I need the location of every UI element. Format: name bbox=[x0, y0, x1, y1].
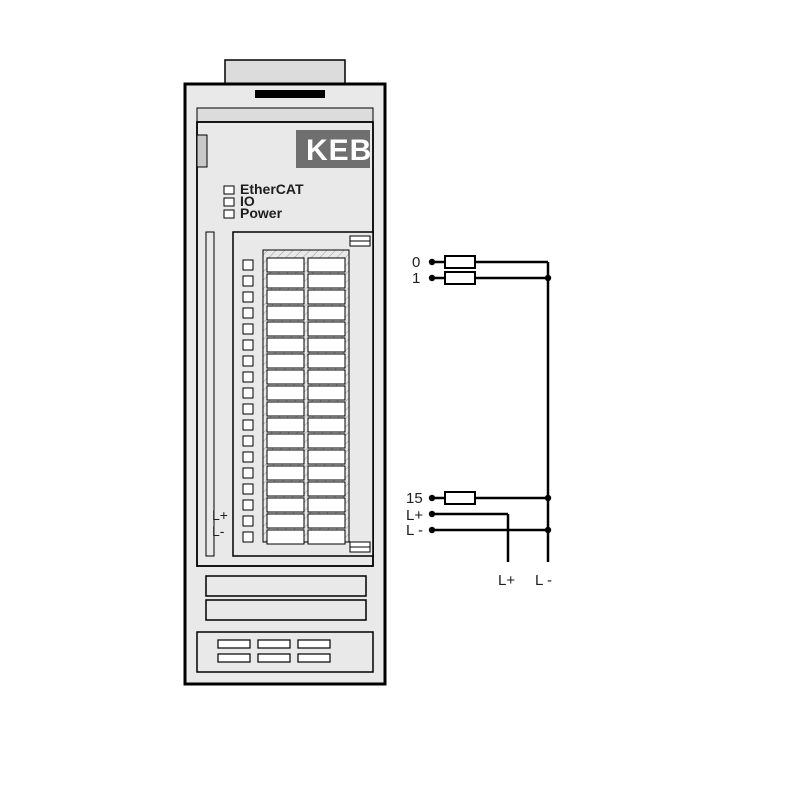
lower-panel-2 bbox=[206, 600, 366, 620]
terminal-cell bbox=[308, 402, 345, 416]
module-label-lplus: L+ bbox=[212, 507, 228, 523]
terminal-cell bbox=[267, 466, 304, 480]
terminal-led bbox=[243, 388, 253, 398]
wire-label-1: 1 bbox=[412, 270, 420, 287]
terminal-cell bbox=[308, 434, 345, 448]
terminal-led bbox=[243, 436, 253, 446]
wire-bottom-lp: L+ bbox=[498, 572, 515, 589]
terminal-cell bbox=[308, 418, 345, 432]
terminal-cell bbox=[308, 258, 345, 272]
terminal-cell bbox=[308, 450, 345, 464]
module-top-inset bbox=[197, 108, 373, 122]
terminal-cell bbox=[267, 450, 304, 464]
terminal-led bbox=[243, 404, 253, 414]
terminal-cell bbox=[308, 514, 345, 528]
terminal-cell bbox=[308, 338, 345, 352]
fuse-0 bbox=[435, 256, 548, 268]
terminal-connector-top bbox=[350, 236, 370, 246]
module-label-lminus: L- bbox=[212, 523, 225, 539]
bottom-slot bbox=[218, 640, 250, 648]
terminal-cell bbox=[267, 530, 304, 544]
module-top-tab bbox=[225, 60, 345, 84]
terminal-cell bbox=[308, 386, 345, 400]
module-top-accent bbox=[255, 90, 325, 98]
terminal-cell bbox=[267, 338, 304, 352]
terminal-led bbox=[243, 308, 253, 318]
terminal-cell bbox=[308, 482, 345, 496]
terminal-cell bbox=[308, 322, 345, 336]
terminal-cell bbox=[308, 354, 345, 368]
terminal-cell bbox=[267, 322, 304, 336]
bottom-slot-row bbox=[197, 632, 373, 672]
terminal-connector-bottom bbox=[350, 542, 370, 552]
fuse-1 bbox=[435, 272, 548, 284]
terminal-led bbox=[243, 452, 253, 462]
terminal-cell bbox=[308, 370, 345, 384]
terminal-led bbox=[243, 420, 253, 430]
wire-bottom-lm: L - bbox=[535, 572, 552, 589]
bottom-slot bbox=[298, 640, 330, 648]
terminal-cell bbox=[267, 498, 304, 512]
module-side-notch bbox=[197, 135, 207, 167]
terminal-cell bbox=[267, 402, 304, 416]
terminal-led bbox=[243, 372, 253, 382]
terminal-cell bbox=[267, 514, 304, 528]
terminal-cell bbox=[267, 306, 304, 320]
terminal-led bbox=[243, 292, 253, 302]
terminal-cell bbox=[267, 370, 304, 384]
terminal-cell bbox=[308, 274, 345, 288]
led-label-power: Power bbox=[240, 205, 283, 221]
bottom-slot bbox=[298, 654, 330, 662]
io-module: KEB EtherCAT IO Power bbox=[185, 60, 385, 684]
led-io bbox=[224, 198, 234, 206]
terminal-led bbox=[243, 500, 253, 510]
terminal-led bbox=[243, 340, 253, 350]
terminal-led bbox=[243, 356, 253, 366]
terminal-led bbox=[243, 324, 253, 334]
terminal-cell bbox=[267, 434, 304, 448]
terminal-cell bbox=[267, 482, 304, 496]
wire-dots bbox=[429, 259, 435, 533]
terminal-cell bbox=[267, 354, 304, 368]
led-power bbox=[224, 210, 234, 218]
led-ethercat bbox=[224, 186, 234, 194]
terminal-led bbox=[243, 484, 253, 494]
terminal-cell bbox=[308, 530, 345, 544]
terminal-led bbox=[243, 532, 253, 542]
fuse-15 bbox=[435, 492, 548, 504]
keb-badge-text: KEB bbox=[306, 134, 372, 167]
terminal-cell bbox=[267, 418, 304, 432]
wiring-diagram: 0 1 15 L+ L - L+ L - bbox=[406, 254, 552, 589]
wire-label-0: 0 bbox=[412, 254, 420, 271]
bottom-slot bbox=[258, 640, 290, 648]
terminal-led bbox=[243, 276, 253, 286]
terminal-cell bbox=[267, 258, 304, 272]
keb-badge: KEB bbox=[296, 130, 372, 168]
terminal-led bbox=[243, 468, 253, 478]
wire-label-15: 15 bbox=[406, 490, 423, 507]
terminal-cell bbox=[267, 290, 304, 304]
wire-label-lm: L - bbox=[406, 522, 423, 539]
lower-panel-1 bbox=[206, 576, 366, 596]
terminal-cell bbox=[308, 466, 345, 480]
terminal-cell bbox=[308, 290, 345, 304]
diagram-canvas: KEB EtherCAT IO Power bbox=[0, 0, 801, 801]
bottom-slot bbox=[258, 654, 290, 662]
terminal-cell bbox=[267, 386, 304, 400]
bottom-slot bbox=[218, 654, 250, 662]
terminal-led bbox=[243, 516, 253, 526]
terminal-cell bbox=[267, 274, 304, 288]
terminal-cell bbox=[308, 498, 345, 512]
terminal-cell bbox=[308, 306, 345, 320]
terminal-led bbox=[243, 260, 253, 270]
